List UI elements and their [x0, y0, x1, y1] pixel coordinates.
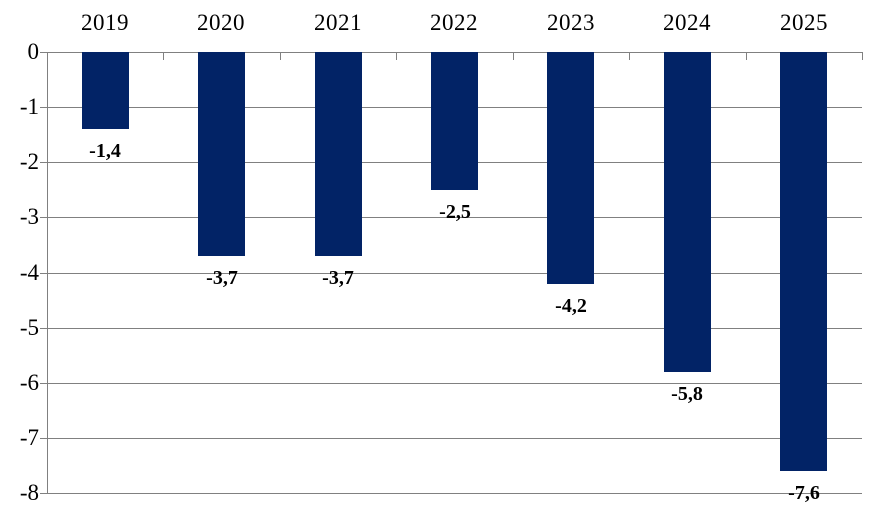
- y-axis-line: [47, 52, 48, 493]
- x-axis-tick: [513, 52, 514, 60]
- bar-value-label: -2,5: [439, 201, 471, 223]
- x-axis-year-label: 2021: [314, 10, 362, 35]
- y-axis-tick-label: -7: [19, 424, 39, 450]
- bar: [431, 52, 478, 190]
- x-axis-year-label: 2023: [547, 10, 595, 35]
- y-axis-tick-label: -2: [19, 149, 39, 175]
- gridline: [40, 217, 862, 219]
- bar-value-label: -3,7: [206, 267, 238, 289]
- x-axis-tick: [163, 52, 164, 60]
- y-axis-tick-label: -3: [19, 204, 39, 230]
- bar: [82, 52, 129, 129]
- bar: [315, 52, 362, 256]
- y-axis-tick-label: -8: [19, 480, 39, 505]
- x-axis-year-label: 2024: [663, 10, 711, 35]
- x-axis-year-label: 2020: [197, 10, 245, 35]
- bar: [664, 52, 711, 372]
- bar-value-label: -1,4: [89, 140, 121, 162]
- bar: [198, 52, 245, 256]
- y-axis-tick-label: 0: [27, 39, 40, 64]
- bar-value-label: -4,2: [555, 295, 587, 317]
- gridline: [40, 272, 862, 274]
- y-axis-tick-label: -5: [19, 314, 39, 340]
- bar: [547, 52, 594, 284]
- bar-value-label: -7,6: [788, 482, 820, 504]
- gridline: [40, 437, 862, 439]
- bar-value-label: -5,8: [671, 383, 703, 405]
- x-axis-year-label: 2019: [81, 10, 129, 35]
- x-axis-year-label: 2025: [780, 10, 828, 35]
- gridline: [40, 382, 862, 384]
- y-axis-tick-label: -4: [19, 259, 39, 285]
- bar-value-label: -3,7: [322, 267, 354, 289]
- y-axis-tick-label: -6: [19, 369, 39, 395]
- x-axis-year-label: 2022: [430, 10, 478, 35]
- x-axis-tick: [396, 52, 397, 60]
- x-axis-tick: [629, 52, 630, 60]
- x-axis-tick: [746, 52, 747, 60]
- x-axis-tick: [280, 52, 281, 60]
- gridline: [40, 327, 862, 329]
- y-axis-tick-label: -1: [19, 94, 39, 120]
- x-axis-tick: [862, 52, 863, 60]
- bar: [780, 52, 827, 471]
- gridline: [40, 493, 862, 494]
